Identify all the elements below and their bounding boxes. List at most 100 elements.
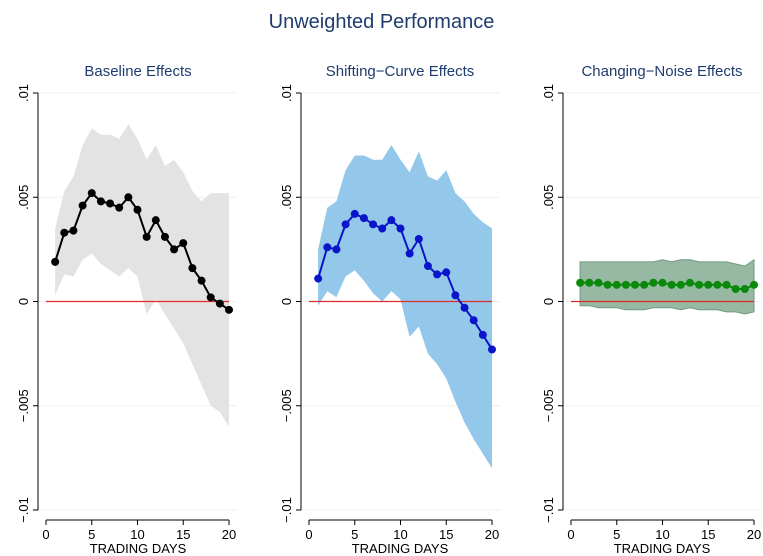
y-tick-label: .01 xyxy=(16,84,31,102)
data-point xyxy=(106,199,115,208)
data-point xyxy=(387,216,396,225)
data-point xyxy=(87,189,96,198)
data-point xyxy=(451,291,460,300)
data-point xyxy=(78,201,87,210)
x-tick-label: 5 xyxy=(88,527,95,542)
data-point xyxy=(722,280,731,289)
data-point xyxy=(215,299,224,308)
y-tick-label: .01 xyxy=(541,84,556,102)
y-tick-label: −.005 xyxy=(16,389,31,422)
panel-title: Baseline Effects xyxy=(84,63,191,80)
data-point xyxy=(188,264,197,273)
data-point xyxy=(640,280,649,289)
data-point xyxy=(603,280,612,289)
data-point xyxy=(225,305,233,314)
x-tick-label: 5 xyxy=(613,527,620,542)
confidence-band xyxy=(579,258,755,315)
data-point xyxy=(585,278,594,287)
data-point xyxy=(314,274,323,283)
y-tick-label: .01 xyxy=(279,84,294,102)
panel-title: Shifting−Curve Effects xyxy=(326,63,475,80)
x-tick-label: 10 xyxy=(130,527,144,542)
data-point xyxy=(695,280,704,289)
x-axis-label: TRADING DAYS xyxy=(614,541,711,556)
data-point xyxy=(658,278,667,287)
panel-shifting-curve-effects: Shifting−Curve Effects TRADING DAYS −.01… xyxy=(279,63,500,556)
figure-title: Unweighted Performance xyxy=(269,11,495,33)
data-point xyxy=(369,220,378,229)
data-point xyxy=(423,262,432,271)
data-point xyxy=(713,280,722,289)
x-tick-label: 15 xyxy=(176,527,190,542)
data-point xyxy=(206,293,215,302)
data-point xyxy=(51,257,60,266)
x-tick-label: 15 xyxy=(701,527,715,542)
data-point xyxy=(576,278,585,287)
x-tick-label: 20 xyxy=(485,527,499,542)
data-point xyxy=(667,280,676,289)
data-point xyxy=(750,280,758,289)
data-point xyxy=(350,209,359,218)
y-tick-label: −.005 xyxy=(279,389,294,422)
x-tick-label: 15 xyxy=(439,527,453,542)
data-point xyxy=(60,228,69,237)
confidence-band xyxy=(318,145,492,469)
data-point xyxy=(124,193,133,202)
data-point xyxy=(469,316,478,325)
x-tick-label: 5 xyxy=(351,527,358,542)
data-point xyxy=(685,278,694,287)
data-point xyxy=(179,239,188,248)
data-point xyxy=(731,284,740,293)
x-tick-label: 0 xyxy=(305,527,312,542)
panel-title: Changing−Noise Effects xyxy=(581,63,742,80)
y-tick-label: .005 xyxy=(16,185,31,210)
x-tick-label: 10 xyxy=(655,527,669,542)
data-point xyxy=(359,214,368,223)
panel-changing-noise-effects: Changing−Noise Effects TRADING DAYS −.01… xyxy=(541,63,762,556)
data-point xyxy=(341,220,350,229)
y-tick-label: .005 xyxy=(541,185,556,210)
data-point xyxy=(405,249,414,258)
x-tick-label: 20 xyxy=(747,527,761,542)
y-tick-label: 0 xyxy=(279,298,294,305)
data-point xyxy=(478,330,487,339)
data-point xyxy=(621,280,630,289)
data-point xyxy=(442,268,451,277)
data-point xyxy=(142,232,151,241)
data-point xyxy=(414,234,423,243)
x-tick-label: 0 xyxy=(567,527,574,542)
y-tick-label: −.01 xyxy=(16,497,31,523)
data-point xyxy=(323,243,332,252)
data-point xyxy=(151,216,160,225)
data-point xyxy=(740,284,749,293)
data-point xyxy=(631,280,640,289)
data-point xyxy=(69,226,78,235)
panel-baseline-effects: Baseline Effects TRADING DAYS −.01 −.005 0… xyxy=(16,63,237,556)
data-point xyxy=(160,232,169,241)
data-point xyxy=(133,205,142,214)
x-axis-label: TRADING DAYS xyxy=(90,541,187,556)
data-point xyxy=(704,280,713,289)
y-tick-label: 0 xyxy=(16,298,31,305)
y-tick-label: 0 xyxy=(541,298,556,305)
data-point xyxy=(197,276,206,285)
data-point xyxy=(594,278,603,287)
data-point xyxy=(170,245,179,254)
y-tick-label: −.01 xyxy=(279,497,294,523)
data-point xyxy=(676,280,685,289)
data-point xyxy=(332,245,341,254)
data-point xyxy=(396,224,405,233)
data-point xyxy=(378,224,387,233)
data-point xyxy=(612,280,621,289)
x-axis-label: TRADING DAYS xyxy=(352,541,449,556)
data-point xyxy=(115,203,124,212)
x-tick-label: 0 xyxy=(42,527,49,542)
x-tick-label: 20 xyxy=(222,527,236,542)
y-tick-label: −.005 xyxy=(541,389,556,422)
y-tick-label: .005 xyxy=(279,185,294,210)
y-tick-label: −.01 xyxy=(541,497,556,523)
data-point xyxy=(649,278,658,287)
data-point xyxy=(96,197,105,206)
